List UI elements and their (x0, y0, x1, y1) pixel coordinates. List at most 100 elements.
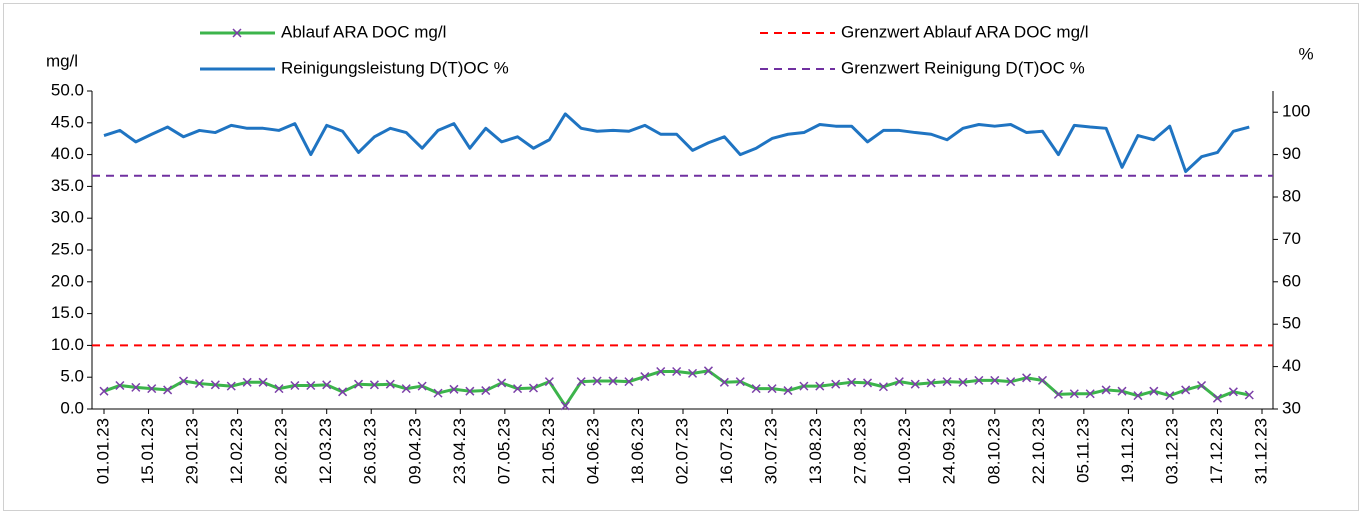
marker (656, 366, 666, 377)
y-tick-label: 5.0 (60, 367, 84, 386)
marker (544, 377, 554, 387)
marker (353, 379, 364, 389)
legend-label: Reinigungsleistung D(T)OC % (281, 58, 509, 77)
marker (417, 381, 427, 391)
marker (1085, 389, 1095, 399)
marker (719, 377, 729, 387)
marker (1228, 387, 1238, 397)
marker (894, 377, 904, 387)
chart-border (3, 3, 1359, 511)
marker (942, 377, 952, 387)
legend-label: Ablauf ARA DOC mg/l (281, 22, 446, 41)
marker (783, 386, 793, 396)
y-axis-title: mg/l (46, 51, 78, 70)
marker (528, 383, 539, 393)
x-tick-label: 17.12.23 (1207, 418, 1226, 484)
marker (640, 372, 650, 382)
marker (592, 376, 602, 386)
marker (194, 379, 204, 389)
marker (1117, 386, 1127, 396)
y-tick-label: 15.0 (51, 303, 84, 322)
y-tick-label: 30.0 (51, 208, 84, 227)
x-tick-label: 27.08.23 (851, 418, 870, 484)
marker (703, 366, 713, 376)
marker (1006, 377, 1016, 387)
marker (115, 380, 125, 390)
marker (306, 380, 316, 390)
marker (497, 378, 507, 388)
marker (385, 379, 395, 389)
marker (449, 384, 459, 394)
marker (99, 386, 109, 396)
x-tick-label: 02.07.23 (672, 418, 691, 484)
y2-tick-label: 90 (1282, 144, 1301, 163)
marker (672, 366, 682, 377)
marker (513, 384, 523, 394)
marker (990, 375, 1000, 385)
marker (831, 379, 841, 389)
marker (131, 382, 141, 392)
x-tick-label: 18.06.23 (628, 418, 647, 484)
marker (290, 380, 300, 390)
marker (576, 377, 586, 387)
x-tick-label: 15.01.23 (138, 418, 157, 484)
marker (226, 381, 236, 391)
x-tick-label: 29.01.23 (183, 418, 202, 484)
marker (210, 380, 220, 390)
y2-tick-label: 40 (1282, 356, 1301, 375)
marker (624, 377, 634, 387)
y2-tick-label: 80 (1282, 186, 1301, 205)
marker (163, 385, 173, 395)
y2-tick-label: 100 (1282, 102, 1310, 121)
marker (274, 384, 284, 394)
y2-tick-label: 60 (1282, 271, 1301, 290)
marker (1053, 389, 1063, 399)
x-tick-label: 03.12.23 (1162, 418, 1181, 484)
x-tick-label: 05.11.23 (1073, 418, 1092, 483)
y-tick-label: 35.0 (51, 176, 84, 195)
marker (878, 382, 888, 392)
legend-label: Grenzwert Reinigung D(T)OC % (841, 58, 1085, 77)
x-tick-label: 08.10.23 (984, 418, 1003, 484)
marker (799, 381, 809, 391)
y-tick-label: 50.0 (51, 80, 84, 99)
x-tick-label: 22.10.23 (1029, 418, 1048, 484)
x-tick-label: 09.04.23 (405, 418, 424, 484)
x-tick-label: 10.09.23 (895, 418, 914, 484)
x-tick-label: 07.05.23 (494, 418, 513, 484)
marker (751, 384, 761, 394)
marker (1022, 373, 1032, 383)
marker (974, 375, 984, 385)
marker (1181, 385, 1191, 395)
marker (688, 368, 698, 378)
marker (1149, 386, 1159, 396)
marker (465, 386, 475, 396)
marker (338, 387, 348, 397)
marker (767, 384, 777, 394)
marker (322, 380, 332, 390)
marker (958, 377, 968, 387)
marker (608, 376, 618, 386)
marker (242, 377, 252, 387)
marker (847, 377, 857, 387)
marker (910, 379, 920, 389)
y2-tick-label: 70 (1282, 229, 1301, 248)
x-tick-label: 12.03.23 (316, 418, 335, 484)
legend-marker (232, 28, 242, 38)
x-tick-label: 13.08.23 (806, 418, 825, 484)
marker (1212, 393, 1222, 403)
marker (926, 378, 936, 388)
y-tick-label: 0.0 (60, 398, 84, 417)
legend-label: Grenzwert Ablauf ARA DOC mg/l (841, 22, 1089, 41)
x-tick-label: 01.01.23 (93, 418, 112, 484)
marker (147, 384, 157, 394)
x-tick-label: 19.11.23 (1118, 418, 1137, 483)
y-tick-label: 20.0 (51, 271, 84, 290)
marker (1037, 375, 1048, 385)
x-tick-label: 04.06.23 (583, 418, 602, 484)
marker (735, 377, 745, 387)
marker (433, 388, 443, 398)
x-tick-label: 21.05.23 (539, 418, 558, 484)
marker (1165, 391, 1175, 401)
x-tick-label: 26.02.23 (272, 418, 291, 484)
